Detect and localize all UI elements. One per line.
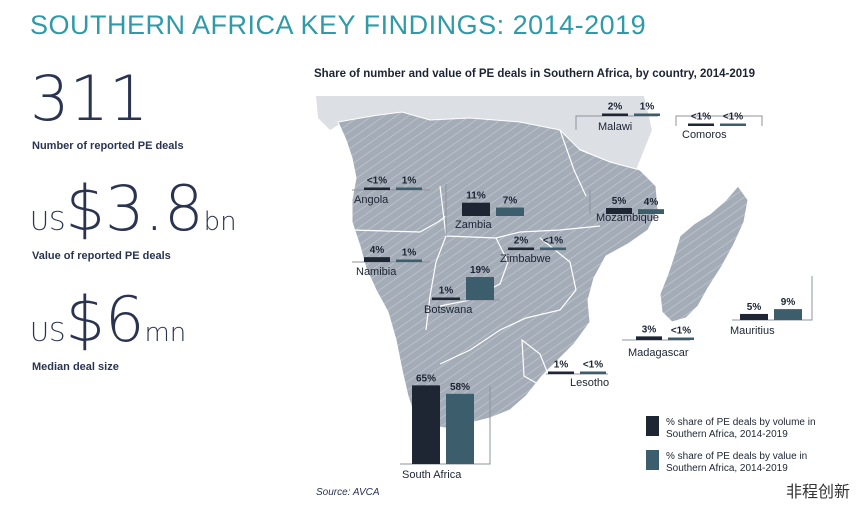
chart-source: Source: AVCA [316,487,380,498]
label-volume-mozambique: 5% [612,196,627,207]
median-deal-label: Median deal size [32,361,119,373]
country-name-comoros: Comoros [682,129,727,141]
country-name-mozambique: Mozambique [596,212,659,224]
bar-value-mozambique [638,209,664,214]
median-deal-stat: US$6mn [30,283,186,356]
bar-value-lesotho [580,371,606,374]
deal-value-amount: $3.8 [65,172,204,245]
deal-count-label: Number of reported PE deals [32,140,184,152]
deal-value-stat: US$3.8bn [30,172,237,245]
bar-layer [364,113,802,464]
bar-value-malawi [634,113,660,116]
label-volume-angola: <1% [367,176,387,187]
legend-volume-line2: Southern Africa, 2014-2019 [666,429,788,440]
label-value-angola: 1% [402,176,417,187]
label-volume-namibia: 4% [370,245,385,256]
bar-value-botswana [466,277,494,300]
bar-volume-malawi [602,113,628,116]
legend-volume-swatch [646,416,659,436]
median-deal-amount: $6 [65,283,145,356]
label-value-malawi: 1% [640,102,655,113]
label-value-mauritius: 9% [781,297,796,308]
bar-value-mauritius [774,309,802,320]
label-volume-malawi: 2% [608,102,623,113]
country-name-madagascar: Madagascar [628,347,689,359]
country-name-namibia: Namibia [356,266,397,278]
label-value-lesotho: <1% [583,360,603,371]
median-deal-prefix: US [30,318,66,348]
country-borders [351,129,601,385]
country-name-botswana: Botswana [424,304,473,316]
bar-volume-lesotho [548,371,574,374]
bar-volume-comoros [688,123,714,126]
bar-value-namibia [396,259,422,262]
bar-value-angola [396,187,422,190]
bar-volume-zimbabwe [508,247,534,250]
label-volume-madagascar: 3% [642,324,657,335]
chart-title: Share of number and value of PE deals in… [314,68,755,80]
country-name-zimbabwe: Zimbabwe [500,253,551,265]
bar-value-comoros [720,123,746,126]
country-name-south-africa: South Africa [402,469,462,481]
label-volume-zambia: 11% [466,191,486,202]
label-layer: 2% 1% Malawi <1% <1% Comoros <1% 1% Angola 11% 7% Z… [354,102,795,482]
background-land [316,96,652,170]
label-volume-mauritius: 5% [747,302,762,313]
bar-value-madagascar [668,337,694,340]
country-name-mauritius: Mauritius [730,325,775,337]
madagascar-land [659,185,749,323]
bar-value-south-africa [446,393,474,464]
label-value-madagascar: <1% [671,326,691,337]
bar-volume-zambia [462,202,490,216]
legend-value-swatch [646,450,659,470]
country-name-malawi: Malawi [598,121,632,133]
page-title: SOUTHERN AFRICA KEY FINDINGS: 2014-2019 [30,10,647,40]
bar-volume-south-africa [412,385,440,464]
country-name-lesotho: Lesotho [570,377,609,389]
label-volume-botswana: 1% [439,286,454,297]
legend-volume-line1: % share of PE deals by volume in [666,417,816,428]
deal-count-value: 311 [30,62,149,135]
bar-volume-mauritius [740,313,768,320]
label-value-zambia: 7% [503,196,518,207]
deal-value-suffix: bn [203,207,237,237]
label-volume-comoros: <1% [691,112,711,123]
label-value-zimbabwe: <1% [543,236,563,247]
label-value-botswana: 19% [470,265,490,276]
deal-count-stat: 311 [30,62,148,135]
label-volume-zimbabwe: 2% [514,236,529,247]
country-name-angola: Angola [354,194,389,206]
country-name-zambia: Zambia [455,219,493,231]
label-value-south-africa: 58% [450,382,470,393]
bar-volume-mozambique [606,207,632,214]
bar-value-zambia [496,207,524,216]
deal-value-label: Value of reported PE deals [32,250,171,262]
bar-volume-namibia [364,257,390,262]
bar-volume-angola [364,187,390,190]
label-volume-lesotho: 1% [554,360,569,371]
label-value-mozambique: 4% [644,197,659,208]
median-deal-suffix: mn [144,318,187,348]
bar-value-zimbabwe [540,247,566,250]
watermark-text: 非程创新 [785,484,850,501]
bar-volume-botswana [432,297,460,300]
deal-value-prefix: US [30,207,66,237]
label-volume-south-africa: 65% [416,373,436,384]
legend-value-line2: Southern Africa, 2014-2019 [666,463,788,474]
bar-volume-madagascar [636,336,662,340]
legend-value-line1: % share of PE deals by value in [666,451,807,462]
label-value-comoros: <1% [723,112,743,123]
label-value-namibia: 1% [402,248,417,259]
